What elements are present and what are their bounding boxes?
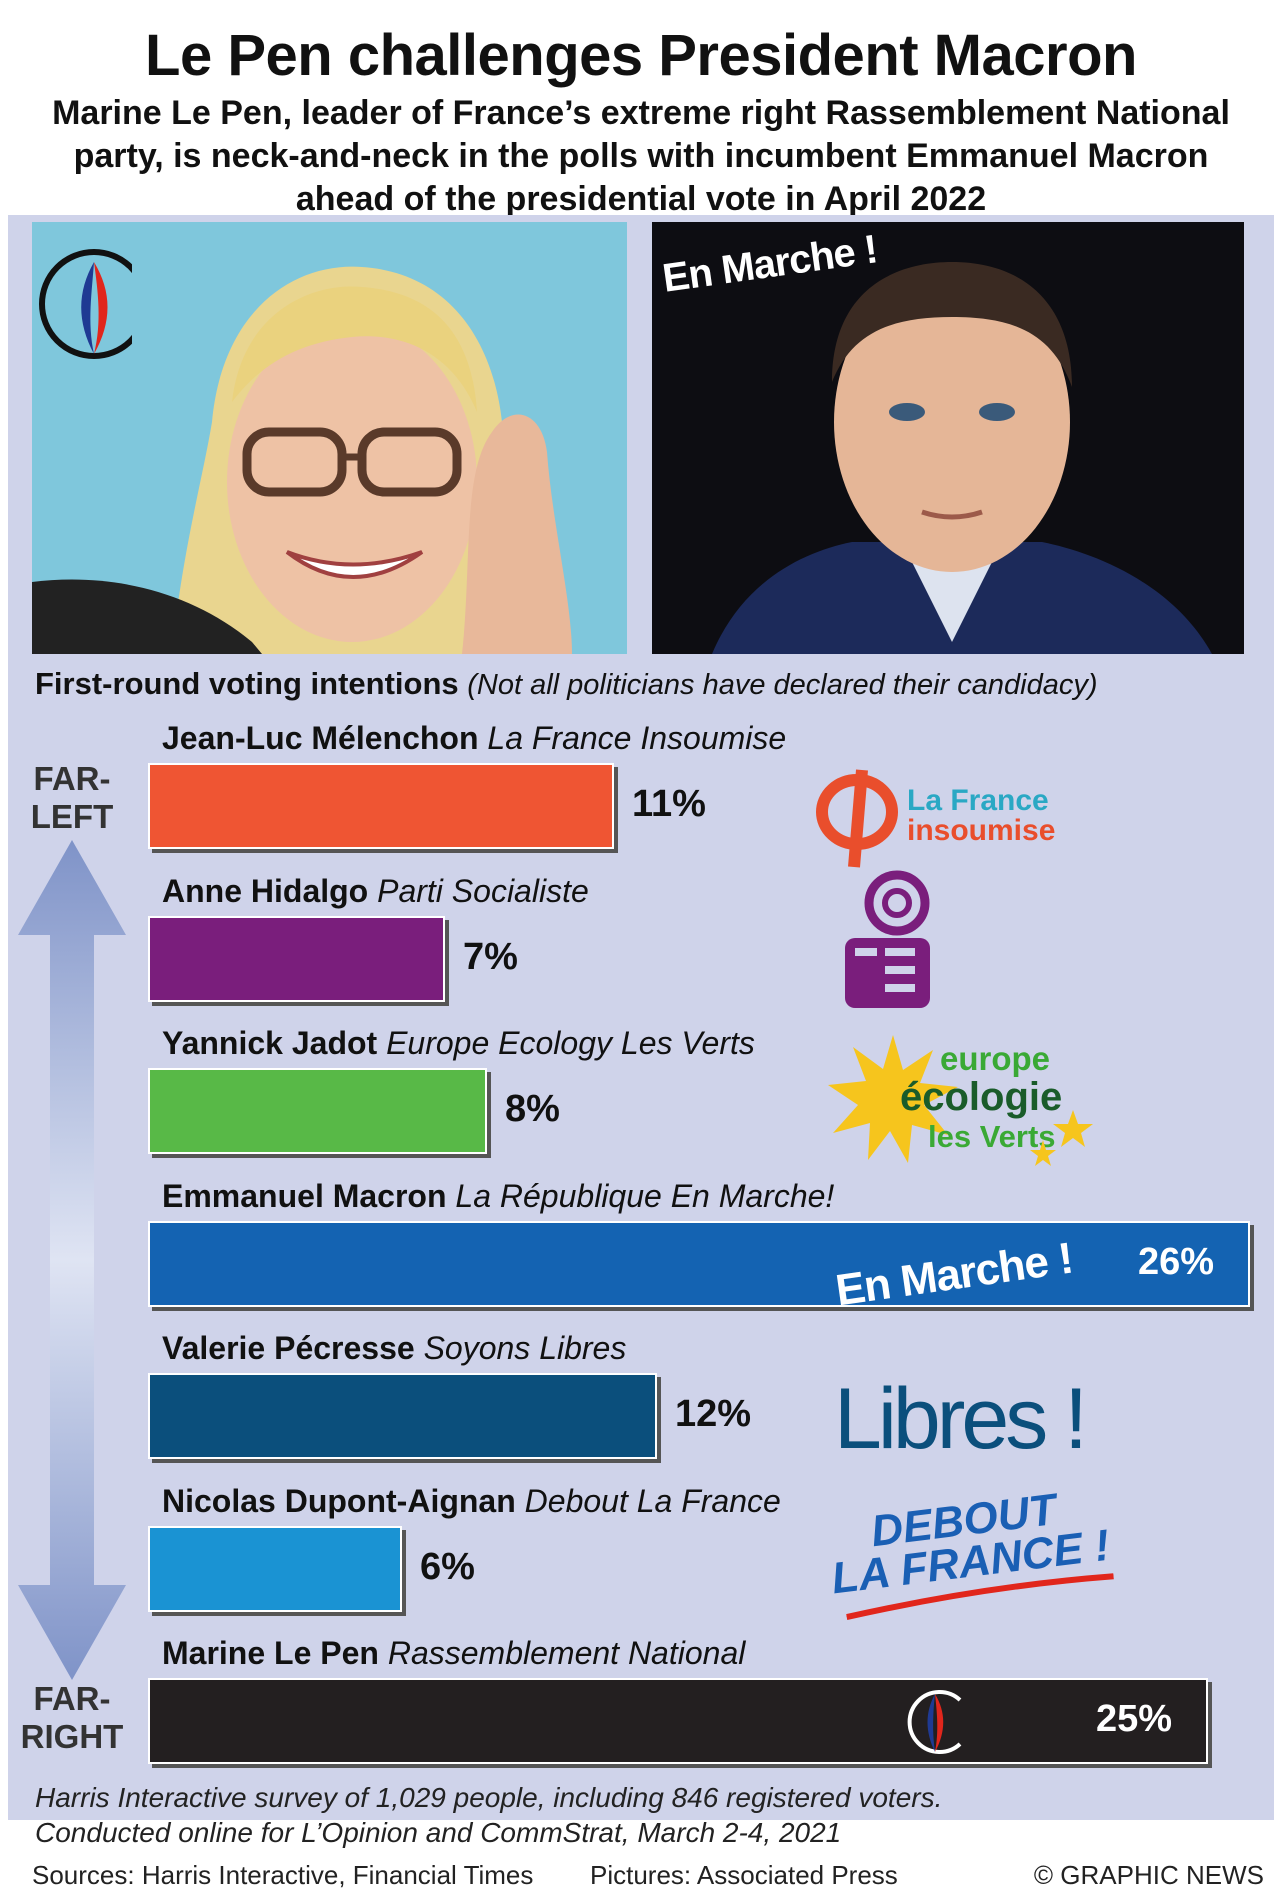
bar-value-label: 7%	[463, 935, 518, 978]
candidate-name: Emmanuel Macron	[162, 1177, 447, 1214]
candidate-name: Anne Hidalgo	[162, 872, 369, 909]
party-name: Parti Socialiste	[368, 872, 589, 909]
bar-value-label: 8%	[505, 1088, 560, 1130]
axis-bottom-line2: RIGHT	[20, 1718, 124, 1755]
axis-label-far-right: FAR- RIGHT	[12, 1680, 132, 1756]
pictures-credit: Pictures: Associated Press	[590, 1860, 898, 1890]
eelv-logo-line2: écologie	[900, 1075, 1063, 1119]
chart-heading-note: (Not all politicians have declared their…	[467, 669, 1098, 701]
axis-top-line2: LEFT	[30, 798, 114, 835]
page-subtitle: Marine Le Pen, leader of France’s extrem…	[52, 94, 1230, 218]
bar	[148, 915, 445, 1002]
star-icon	[1030, 1110, 1093, 1166]
party-name: Debout La France	[515, 1482, 781, 1519]
bar	[148, 1678, 1208, 1764]
libres-logo: Libres !	[834, 1371, 1088, 1467]
ps-rose-fist-logo-icon	[835, 868, 945, 1023]
footnote: Harris Interactive survey of 1,029 peopl…	[35, 1780, 942, 1850]
party-name: La France Insoumise	[478, 720, 787, 756]
phi-icon	[816, 769, 898, 868]
candidate-label: Anne Hidalgo Parti Socialiste	[162, 873, 589, 910]
page-title: Le Pen challenges President Macron	[145, 23, 1137, 88]
party-name: Soyons Libres	[414, 1330, 627, 1366]
bar-value-label: 25%	[1096, 1698, 1173, 1740]
candidate-label: Emmanuel Macron La République En Marche!	[162, 1178, 834, 1215]
candidate-name: Jean-Luc Mélenchon	[162, 720, 479, 756]
bar	[148, 763, 614, 849]
bar	[148, 1373, 657, 1459]
rassemblement-national-flame-icon	[907, 1690, 962, 1754]
lfi-logo: La France insoumise	[812, 762, 1072, 872]
dlf-logo: DEBOUT LA FRANCE !	[824, 1478, 1126, 1632]
axis-top-line1: FAR-	[33, 760, 111, 797]
bar	[148, 1068, 487, 1154]
candidate-name: Valerie Pécresse	[162, 1330, 415, 1366]
double-arrow-icon	[18, 840, 126, 1680]
le-pen-photo	[32, 222, 627, 654]
sunflower-icon	[828, 1035, 958, 1163]
bar-value-label: 6%	[420, 1545, 475, 1588]
candidate-name: Nicolas Dupont-Aignan	[162, 1482, 516, 1519]
sources-text: Sources: Harris Interactive, Financial T…	[32, 1860, 534, 1890]
candidate-label: Marine Le Pen Rassemblement National	[162, 1635, 745, 1672]
footnote-line2: Conducted online for L’Opinion and CommS…	[35, 1817, 842, 1848]
macron-photo: En Marche !	[652, 222, 1244, 654]
lfi-logo-line1: La France	[907, 784, 1049, 817]
candidate-label: Valerie Pécresse Soyons Libres	[162, 1330, 626, 1367]
footnote-line1: Harris Interactive survey of 1,029 peopl…	[35, 1782, 943, 1813]
candidate-label: Nicolas Dupont-Aignan Debout La France	[162, 1483, 781, 1520]
bar	[148, 1525, 402, 1612]
eelv-logo: europe écologie les Verts	[828, 1035, 1118, 1175]
candidate-name: Marine Le Pen	[162, 1635, 379, 1671]
party-name: Europe Ecology Les Verts	[377, 1025, 755, 1061]
axis-bottom-line1: FAR-	[33, 1680, 111, 1717]
candidate-name: Yannick Jadot	[162, 1025, 378, 1061]
chart-heading-title: First-round voting intentions	[35, 666, 459, 701]
graphic-news-credit: © GRAPHIC NEWS	[1033, 1860, 1264, 1890]
bar-value-label: 26%	[1138, 1240, 1215, 1283]
eelv-logo-line3: les Verts	[928, 1119, 1056, 1154]
bar-value-label: 12%	[675, 1393, 752, 1435]
party-name: La République En Marche!	[446, 1177, 835, 1214]
chart-heading: First-round voting intentions (Not all p…	[35, 666, 1098, 702]
footer: Sources: Harris Interactive, Financial T…	[0, 1850, 1282, 1902]
axis-label-far-left: FAR- LEFT	[12, 760, 132, 836]
eelv-logo-line1: europe	[940, 1040, 1051, 1077]
lfi-logo-line2: insoumise	[907, 814, 1056, 847]
candidate-label: Jean-Luc Mélenchon La France Insoumise	[162, 720, 786, 757]
party-name: Rassemblement National	[378, 1635, 746, 1671]
bar-value-label: 11%	[632, 783, 706, 825]
candidate-label: Yannick Jadot Europe Ecology Les Verts	[162, 1025, 755, 1062]
swoosh-icon	[845, 1573, 1114, 1621]
bar	[148, 1220, 1250, 1307]
